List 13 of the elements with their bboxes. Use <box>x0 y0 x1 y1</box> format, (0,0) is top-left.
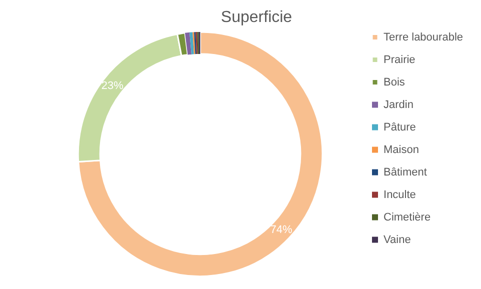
legend-label: Prairie <box>384 54 416 66</box>
legend-label: Vaine <box>384 234 411 246</box>
data-label: 74% <box>270 224 293 236</box>
legend-label: Bâtiment <box>384 166 427 178</box>
legend-label: Bois <box>384 76 406 88</box>
legend-label: Inculte <box>384 188 416 201</box>
legend-label: Terre labourable <box>384 31 464 44</box>
chart-title: Superficie <box>220 9 292 26</box>
legend-label: Cimetière <box>384 211 431 224</box>
data-label: 23% <box>101 80 124 92</box>
legend-label: Jardin <box>384 98 414 111</box>
legend-label: Pâture <box>384 121 416 134</box>
legend-label: Maison <box>384 144 419 156</box>
